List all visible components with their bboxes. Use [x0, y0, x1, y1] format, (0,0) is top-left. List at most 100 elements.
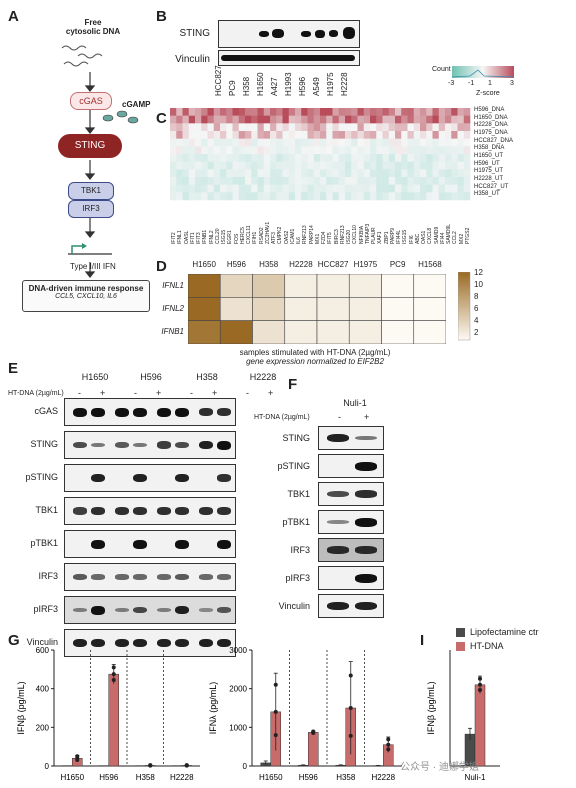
- heatmap-c-cell: [345, 161, 352, 170]
- heatmap-c-cell: [338, 115, 346, 124]
- heatmap-c-cell: [457, 123, 465, 132]
- heatmap-c-cell: [251, 108, 258, 116]
- heatmap-c-cell: [457, 192, 465, 201]
- heatmap-c-cell: [326, 146, 333, 155]
- heatmap-c-cell: [313, 192, 321, 201]
- heatmap-c-cell: [332, 161, 340, 170]
- heatmap-c-cell: [438, 192, 446, 201]
- heatmap-c-cell: [195, 108, 202, 116]
- heatmap-c-cell: [288, 115, 296, 124]
- heatmap-c-cell: [370, 146, 377, 155]
- heatmap-c-cell: [301, 161, 308, 170]
- heatmap-c-cell: [407, 169, 415, 178]
- heatmap-c-cell: [220, 161, 227, 170]
- heatmap-c-cell: [451, 138, 458, 147]
- heatmap-c-cell: [182, 115, 190, 124]
- heatmap-c-cell: [351, 154, 358, 162]
- heatmap-c-cell: [326, 108, 333, 116]
- heatmap-c-cell: [401, 123, 408, 132]
- y-tick-label: 200: [36, 723, 50, 732]
- heatmap-c-cell: [282, 146, 290, 155]
- heatmap-c-cell: [338, 184, 346, 193]
- heatmap-c-cell: [463, 115, 471, 124]
- blot-b-lane-H2228: H2228: [340, 72, 349, 96]
- x-tick-label: H358: [336, 773, 356, 782]
- blot-e-TBK1: [64, 497, 236, 525]
- blot-e-line-H2228: H2228: [249, 372, 277, 382]
- heatmap-c-cell: [195, 192, 202, 201]
- heatmap-c-cell: [313, 115, 321, 124]
- heatmap-c-cell: [445, 115, 452, 124]
- heatmap-d-cell: [348, 297, 382, 321]
- heatmap-c-cell: [351, 184, 358, 193]
- heatmap-c-cell: [401, 154, 408, 162]
- heatmap-c-cell: [357, 192, 365, 201]
- heatmap-d-col-H2228: H2228: [289, 260, 313, 269]
- heatmap-c-col-label: OAS2: [283, 230, 290, 244]
- heatmap-c-cell: [363, 154, 371, 162]
- heatmap-c-cell: [326, 169, 333, 178]
- heatmap-c-cell: [213, 115, 221, 124]
- heatmap-c-cell: [282, 169, 290, 178]
- heatmap-c-cell: [376, 138, 383, 147]
- x-tick-label: H596: [299, 773, 319, 782]
- heatmap-c-cell: [457, 161, 465, 170]
- heatmap-c-cell: [445, 138, 452, 147]
- heatmap-c-cell: [338, 131, 346, 139]
- heatmap-c-cell: [232, 138, 240, 147]
- heatmap-c-cell: [407, 146, 415, 155]
- heatmap-c-row-H1650_UT: H1650_UT: [474, 153, 504, 159]
- heatmap-c-cell: [226, 184, 233, 193]
- heatmap-d-cell: [219, 297, 253, 321]
- heatmap-c-cell: [263, 192, 271, 201]
- panel-d-caption2: gene expression normalized to EIF2B2: [246, 357, 384, 366]
- heatmap-c-cell: [276, 177, 283, 185]
- heatmap-c-cell: [220, 146, 227, 155]
- heatmap-c-cell: [432, 138, 440, 147]
- heatmap-c-cell: [432, 154, 440, 162]
- heatmap-c-cell: [345, 108, 352, 116]
- heatmap-c-cell: [407, 108, 415, 116]
- heatmap-c-cell: [388, 154, 396, 162]
- heatmap-c-col-label: CCL20: [214, 228, 221, 244]
- heatmap-c-cell: [288, 184, 296, 193]
- panel-letter-e: E: [8, 360, 19, 377]
- heatmap-c-cell: [413, 154, 421, 162]
- heatmap-c-cell: [395, 131, 402, 139]
- heatmap-c-cell: [201, 138, 208, 147]
- heatmap-c-cell: [357, 154, 365, 162]
- heatmap-c-cell: [295, 169, 302, 178]
- heatmap-c-cell: [207, 123, 215, 132]
- blot-e-sign-minus: -: [78, 388, 81, 398]
- heatmap-c-cell: [276, 108, 283, 116]
- heatmap-c-cell: [451, 169, 458, 178]
- heatmap-c-cell: [451, 161, 458, 170]
- heatmap-c-cell: [345, 146, 352, 155]
- heatmap-c-cell: [345, 184, 352, 193]
- heatmap-c-cell: [170, 177, 177, 185]
- heatmap-c-cell: [426, 192, 433, 201]
- heatmap-c-cell: [332, 146, 340, 155]
- heatmap-c-cell: [438, 161, 446, 170]
- heatmap-c-cell: [320, 184, 327, 193]
- heatmap-c-cell: [426, 161, 433, 170]
- heatmap-c-col-label: FOS: [233, 233, 240, 244]
- heatmap-c-cell: [407, 184, 415, 193]
- heatmap-d-cell: [284, 320, 318, 344]
- heatmap-c-cell: [463, 169, 471, 178]
- heatmap-c-cell: [382, 146, 390, 155]
- heatmap-c-cell: [457, 131, 465, 139]
- heatmap-c-cell: [238, 115, 246, 124]
- heatmap-c-cell: [395, 192, 402, 201]
- heatmap-c-cell: [232, 123, 240, 132]
- heatmap-c-cell: [301, 108, 308, 116]
- heatmap-c-col-label: XAF1: [377, 231, 384, 244]
- heatmap-c-cell: [282, 154, 290, 162]
- heatmap-c-cell: [201, 115, 208, 124]
- heatmap-c-cell: [388, 161, 396, 170]
- heatmap-c-cell: [213, 108, 221, 116]
- heatmap-c-cell: [363, 138, 371, 147]
- heatmap-c-cell: [288, 169, 296, 178]
- heatmap-c-cell: [345, 131, 352, 139]
- heatmap-c-cell: [426, 184, 433, 193]
